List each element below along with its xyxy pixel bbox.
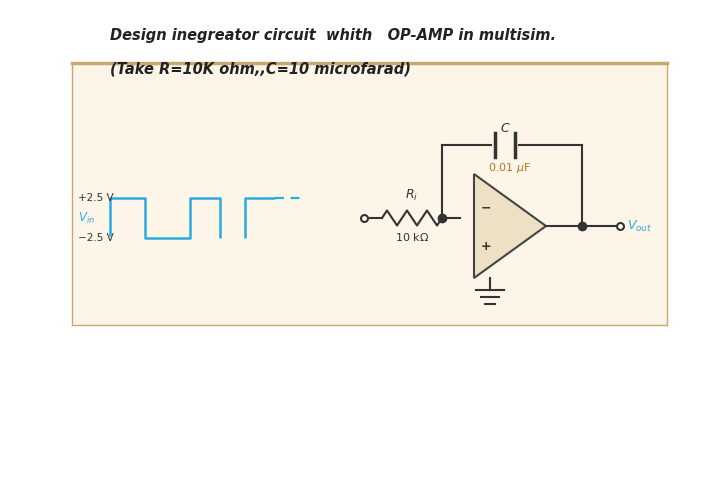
Text: +: + [481,240,491,252]
Bar [72,63,667,325]
Text: Design inegreator circuit  whith   OP-AMP in multisim.: Design inegreator circuit whith OP-AMP i… [110,28,556,43]
Text: $R_i$: $R_i$ [405,188,419,203]
Text: $V_{in}$: $V_{in}$ [78,210,95,226]
Text: 0.01 $\mu$F: 0.01 $\mu$F [488,161,532,175]
Text: −2.5 V: −2.5 V [78,233,114,243]
Text: −: − [481,202,491,215]
Text: C: C [501,122,509,135]
Text: 10 k$\Omega$: 10 k$\Omega$ [395,231,429,243]
Text: +2.5 V: +2.5 V [78,193,114,203]
Text: $V_{out}$: $V_{out}$ [627,218,652,234]
Polygon shape [474,174,546,278]
Text: (Take R=10K ohm,,C=10 microfarad): (Take R=10K ohm,,C=10 microfarad) [110,62,411,77]
